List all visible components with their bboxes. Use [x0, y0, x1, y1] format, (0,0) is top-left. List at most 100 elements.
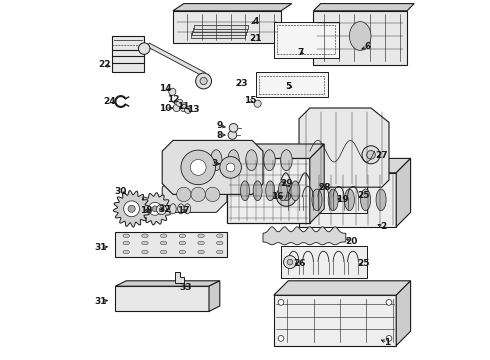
Circle shape: [156, 204, 167, 215]
Circle shape: [185, 106, 192, 113]
Circle shape: [180, 104, 187, 112]
Polygon shape: [162, 140, 263, 194]
Polygon shape: [263, 227, 346, 245]
Polygon shape: [256, 72, 328, 97]
Text: 25: 25: [358, 191, 370, 199]
Text: 7: 7: [297, 48, 304, 57]
Text: 9: 9: [217, 122, 223, 130]
Text: 26: 26: [293, 259, 305, 268]
Polygon shape: [113, 190, 150, 227]
Ellipse shape: [328, 189, 338, 211]
Ellipse shape: [142, 250, 148, 254]
Polygon shape: [396, 281, 411, 346]
Circle shape: [139, 43, 150, 54]
Circle shape: [278, 300, 284, 305]
Polygon shape: [209, 281, 220, 311]
Circle shape: [362, 146, 380, 164]
Circle shape: [284, 256, 296, 269]
Text: 18: 18: [140, 206, 152, 215]
Polygon shape: [281, 246, 368, 278]
Text: 10: 10: [159, 104, 171, 112]
Circle shape: [169, 88, 176, 95]
Ellipse shape: [245, 150, 257, 171]
Ellipse shape: [217, 241, 223, 245]
Polygon shape: [396, 158, 411, 227]
Text: 12: 12: [167, 95, 179, 104]
Text: 33: 33: [179, 283, 192, 292]
Text: 4: 4: [253, 17, 259, 26]
Circle shape: [386, 300, 392, 305]
Ellipse shape: [198, 250, 204, 254]
Circle shape: [254, 100, 261, 107]
Ellipse shape: [198, 241, 204, 245]
Text: 15: 15: [244, 96, 257, 105]
Circle shape: [367, 150, 375, 159]
Circle shape: [159, 207, 164, 212]
Ellipse shape: [266, 181, 275, 201]
Ellipse shape: [376, 189, 386, 211]
Text: 17: 17: [177, 206, 190, 215]
Circle shape: [276, 186, 296, 206]
Text: 32: 32: [159, 205, 171, 214]
Ellipse shape: [264, 150, 275, 171]
Circle shape: [123, 201, 140, 217]
Polygon shape: [198, 144, 299, 176]
Polygon shape: [116, 281, 220, 286]
Text: 20: 20: [345, 237, 357, 246]
Text: 5: 5: [285, 82, 292, 91]
Ellipse shape: [291, 181, 300, 201]
Text: 31: 31: [95, 297, 107, 306]
Ellipse shape: [210, 150, 222, 171]
Circle shape: [228, 131, 237, 139]
Ellipse shape: [228, 150, 239, 171]
Ellipse shape: [217, 250, 223, 254]
Text: 11: 11: [177, 102, 189, 111]
Polygon shape: [274, 281, 411, 295]
Ellipse shape: [312, 189, 322, 211]
Polygon shape: [146, 43, 205, 76]
Polygon shape: [299, 173, 396, 227]
Ellipse shape: [142, 241, 148, 245]
Polygon shape: [314, 11, 407, 65]
Polygon shape: [227, 158, 310, 223]
Text: 2: 2: [380, 222, 387, 231]
Circle shape: [190, 159, 206, 175]
Text: 14: 14: [159, 84, 171, 93]
Circle shape: [205, 187, 220, 202]
Polygon shape: [116, 286, 209, 311]
Ellipse shape: [217, 234, 223, 238]
Circle shape: [229, 123, 238, 132]
Polygon shape: [139, 193, 171, 225]
Circle shape: [196, 73, 212, 89]
Polygon shape: [281, 181, 368, 213]
Circle shape: [191, 187, 205, 202]
Text: 3: 3: [211, 159, 218, 168]
Polygon shape: [116, 232, 227, 257]
Polygon shape: [227, 144, 324, 158]
Text: 30: 30: [115, 187, 127, 196]
Text: 28: 28: [318, 183, 330, 192]
Polygon shape: [299, 108, 389, 187]
Polygon shape: [173, 11, 281, 43]
Text: 25: 25: [358, 259, 370, 268]
Ellipse shape: [253, 181, 262, 201]
Ellipse shape: [184, 204, 191, 214]
Circle shape: [287, 259, 293, 265]
Text: 19: 19: [336, 195, 348, 204]
Text: 31: 31: [95, 243, 107, 252]
Polygon shape: [162, 176, 227, 212]
Ellipse shape: [361, 189, 370, 211]
Ellipse shape: [170, 204, 176, 214]
Text: 16: 16: [271, 192, 284, 201]
Polygon shape: [191, 33, 245, 38]
Ellipse shape: [160, 250, 167, 254]
Circle shape: [200, 77, 207, 85]
Circle shape: [278, 336, 284, 341]
Ellipse shape: [178, 204, 184, 214]
Text: 21: 21: [249, 34, 262, 43]
Circle shape: [220, 157, 242, 178]
Polygon shape: [112, 36, 144, 72]
Circle shape: [282, 192, 291, 201]
Ellipse shape: [160, 234, 167, 238]
Circle shape: [181, 150, 216, 185]
